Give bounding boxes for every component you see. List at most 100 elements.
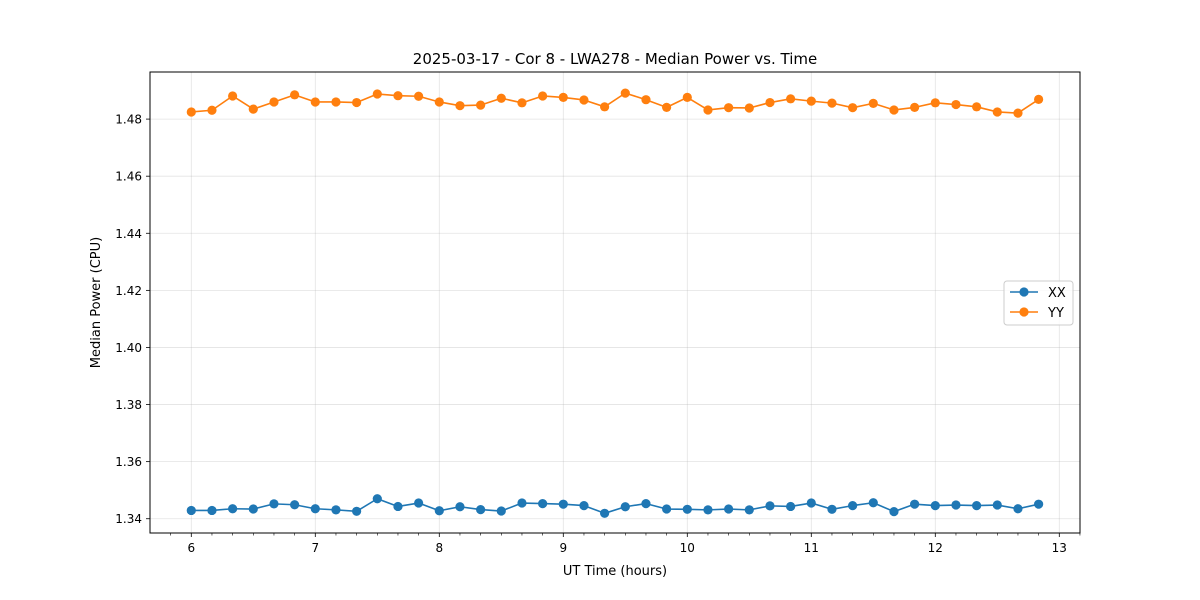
- data-point-yy: [496, 93, 506, 103]
- data-point-yy: [331, 97, 341, 107]
- data-point-xx: [372, 494, 382, 504]
- data-point-yy: [786, 94, 796, 104]
- x-tick-label: 13: [1052, 541, 1067, 555]
- data-point-xx: [538, 498, 548, 509]
- data-point-xx: [248, 504, 258, 514]
- data-point-xx: [476, 504, 486, 515]
- data-point-xx: [228, 504, 238, 514]
- data-point-xx: [889, 506, 899, 517]
- data-point-xx: [951, 500, 961, 510]
- data-point-yy: [951, 99, 961, 110]
- data-point-xx: [1034, 499, 1044, 509]
- x-axis: 6 7 8 9 10 11 12 13: [170, 533, 1081, 555]
- x-tick-label: 7: [311, 541, 319, 555]
- data-point-yy: [455, 101, 465, 111]
- data-point-xx: [806, 498, 816, 508]
- data-point-xx: [620, 502, 630, 512]
- series-layer: [186, 88, 1044, 518]
- data-point-xx: [662, 504, 672, 514]
- data-point-xx: [207, 505, 217, 516]
- data-point-xx: [765, 501, 775, 511]
- data-point-xx: [558, 499, 568, 509]
- y-tick-label: 1.40: [115, 341, 142, 355]
- data-point-yy: [972, 102, 982, 112]
- data-point-yy: [352, 97, 362, 108]
- data-point-xx: [186, 505, 196, 516]
- data-point-xx: [290, 500, 300, 510]
- y-axis-label: Median Power (CPU): [89, 237, 104, 368]
- data-point-yy: [848, 103, 858, 113]
- data-point-yy: [207, 105, 217, 115]
- data-point-yy: [827, 98, 837, 108]
- data-point-xx: [848, 500, 858, 511]
- y-tick-label: 1.46: [115, 170, 142, 184]
- x-tick-label: 6: [187, 541, 195, 555]
- data-point-yy: [414, 91, 424, 101]
- data-point-xx: [703, 505, 713, 515]
- data-point-yy: [724, 103, 734, 113]
- y-tick-label: 1.36: [115, 455, 142, 469]
- y-tick-label: 1.38: [115, 398, 142, 412]
- data-point-xx: [868, 498, 878, 508]
- data-point-xx: [310, 504, 320, 514]
- data-point-yy: [806, 96, 816, 106]
- plot-frame: [149, 71, 1081, 534]
- data-point-yy: [538, 91, 548, 101]
- y-tick-label: 1.44: [115, 227, 142, 241]
- data-point-yy: [910, 102, 920, 112]
- legend: XX YY: [1003, 280, 1074, 326]
- data-point-xx: [414, 498, 424, 508]
- x-tick-label: 10: [680, 541, 695, 555]
- data-point-xx: [600, 508, 610, 518]
- data-point-yy: [393, 91, 403, 101]
- data-point-xx: [930, 500, 940, 511]
- data-point-yy: [930, 98, 940, 108]
- x-tick-label: 8: [435, 541, 443, 555]
- data-point-yy: [476, 100, 486, 110]
- data-point-yy: [641, 95, 651, 105]
- y-axis: 1.34 1.36 1.38 1.40 1.42 1.44 1.46 1.48: [115, 113, 150, 526]
- data-point-xx: [972, 500, 982, 511]
- data-point-xx: [1013, 504, 1023, 514]
- y-tick-label: 1.42: [115, 284, 142, 298]
- data-point-xx: [455, 502, 465, 512]
- data-point-xx: [724, 504, 734, 514]
- data-point-xx: [641, 498, 651, 509]
- data-point-yy: [434, 97, 444, 107]
- data-point-yy: [889, 105, 899, 115]
- data-point-yy: [1034, 94, 1044, 105]
- data-point-xx: [352, 506, 362, 516]
- legend-label-yy: YY: [1047, 306, 1064, 321]
- data-point-yy: [868, 98, 878, 108]
- chart-title: 2025-03-17 - Cor 8 - LWA278 - Median Pow…: [413, 50, 817, 68]
- data-point-yy: [600, 102, 610, 112]
- data-point-yy: [269, 97, 279, 107]
- data-point-yy: [703, 105, 713, 115]
- data-point-xx: [331, 505, 341, 515]
- data-point-xx: [827, 504, 837, 514]
- data-point-xx: [393, 501, 403, 512]
- data-point-yy: [372, 89, 382, 99]
- data-point-xx: [682, 504, 692, 514]
- data-point-yy: [228, 91, 238, 101]
- series-yy: [186, 88, 1044, 118]
- data-point-xx: [992, 500, 1002, 510]
- data-point-yy: [248, 104, 258, 114]
- data-point-yy: [290, 90, 300, 100]
- data-point-yy: [558, 92, 568, 103]
- x-tick-label: 12: [928, 541, 943, 555]
- legend-label-xx: XX: [1048, 286, 1066, 301]
- data-point-xx: [786, 501, 796, 512]
- data-point-xx: [269, 499, 279, 509]
- data-point-yy: [579, 95, 589, 105]
- data-point-xx: [496, 506, 506, 516]
- data-point-yy: [662, 102, 672, 112]
- x-tick-label: 9: [559, 541, 567, 555]
- y-tick-label: 1.48: [115, 113, 142, 127]
- data-point-yy: [765, 97, 775, 108]
- data-point-yy: [682, 92, 692, 103]
- x-tick-label: 11: [804, 541, 819, 555]
- data-point-yy: [1013, 108, 1023, 118]
- y-tick-label: 1.34: [115, 512, 142, 526]
